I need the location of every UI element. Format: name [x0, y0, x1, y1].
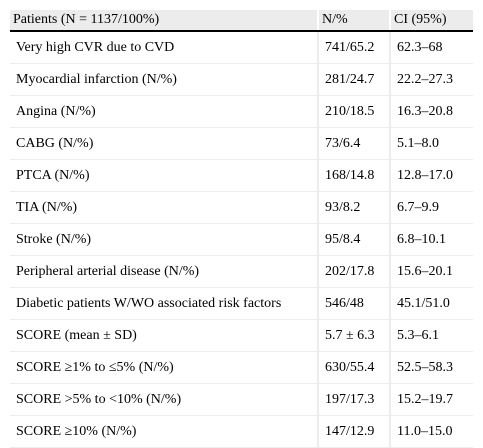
row-ci: 52.5–58.3: [389, 351, 473, 384]
row-n-percent: 630/55.4: [317, 351, 390, 384]
row-ci: 5.3–6.1: [389, 319, 473, 352]
row-ci: 11.0–15.0: [389, 415, 473, 448]
table-row: Peripheral arterial disease (N/%) 202/17…: [10, 255, 473, 288]
row-n-percent: 546/48: [317, 287, 390, 320]
row-label: CABG (N/%): [10, 127, 318, 160]
table-row: SCORE ≥10% (N/%) 147/12.9 11.0–15.0: [10, 415, 473, 448]
row-ci: 15.2–19.7: [389, 383, 473, 416]
row-ci: 12.8–17.0: [389, 159, 473, 192]
row-ci: 6.7–9.9: [389, 191, 473, 224]
table-row: SCORE >5% to <10% (N/%) 197/17.3 15.2–19…: [10, 383, 473, 416]
row-n-percent: 281/24.7: [317, 63, 390, 96]
table-row: TIA (N/%) 93/8.2 6.7–9.9: [10, 191, 473, 224]
row-label: Stroke (N/%): [10, 223, 318, 256]
header-patients: Patients (N = 1137/100%): [10, 10, 318, 32]
table-body: Very high CVR due to CVD 741/65.2 62.3–6…: [10, 31, 473, 448]
row-ci: 15.6–20.1: [389, 255, 473, 288]
table-row: Very high CVR due to CVD 741/65.2 62.3–6…: [10, 31, 473, 64]
header-row: Patients (N = 1137/100%) N/% CI (95%): [10, 10, 473, 32]
row-n-percent: 5.7 ± 6.3: [317, 319, 390, 352]
row-label: Myocardial infarction (N/%): [10, 63, 318, 96]
table-row: Diabetic patients W/WO associated risk f…: [10, 287, 473, 320]
row-label: SCORE ≥10% (N/%): [10, 415, 318, 448]
table-row: CABG (N/%) 73/6.4 5.1–8.0: [10, 127, 473, 160]
row-ci: 16.3–20.8: [389, 95, 473, 128]
row-n-percent: 210/18.5: [317, 95, 390, 128]
header-n-percent: N/%: [317, 10, 390, 32]
header-ci: CI (95%): [389, 10, 473, 32]
table-header: Patients (N = 1137/100%) N/% CI (95%): [10, 10, 473, 32]
row-n-percent: 93/8.2: [317, 191, 390, 224]
row-n-percent: 168/14.8: [317, 159, 390, 192]
row-label: Diabetic patients W/WO associated risk f…: [10, 287, 318, 320]
row-label: Angina (N/%): [10, 95, 318, 128]
row-n-percent: 197/17.3: [317, 383, 390, 416]
row-ci: 45.1/51.0: [389, 287, 473, 320]
row-ci: 6.8–10.1: [389, 223, 473, 256]
row-n-percent: 147/12.9: [317, 415, 390, 448]
data-table-container: Patients (N = 1137/100%) N/% CI (95%) Ve…: [10, 10, 473, 448]
table-row: SCORE ≥1% to ≤5% (N/%) 630/55.4 52.5–58.…: [10, 351, 473, 384]
patients-table: Patients (N = 1137/100%) N/% CI (95%) Ve…: [10, 10, 473, 448]
row-label: SCORE ≥1% to ≤5% (N/%): [10, 351, 318, 384]
row-n-percent: 741/65.2: [317, 31, 390, 64]
row-n-percent: 202/17.8: [317, 255, 390, 288]
row-label: PTCA (N/%): [10, 159, 318, 192]
table-row: SCORE (mean ± SD) 5.7 ± 6.3 5.3–6.1: [10, 319, 473, 352]
row-ci: 5.1–8.0: [389, 127, 473, 160]
row-label: SCORE (mean ± SD): [10, 319, 318, 352]
row-n-percent: 95/8.4: [317, 223, 390, 256]
row-ci: 22.2–27.3: [389, 63, 473, 96]
row-label: TIA (N/%): [10, 191, 318, 224]
table-row: Myocardial infarction (N/%) 281/24.7 22.…: [10, 63, 473, 96]
row-label: Very high CVR due to CVD: [10, 31, 318, 64]
row-ci: 62.3–68: [389, 31, 473, 64]
row-label: SCORE >5% to <10% (N/%): [10, 383, 318, 416]
table-row: Angina (N/%) 210/18.5 16.3–20.8: [10, 95, 473, 128]
table-row: PTCA (N/%) 168/14.8 12.8–17.0: [10, 159, 473, 192]
row-label: Peripheral arterial disease (N/%): [10, 255, 318, 288]
table-row: Stroke (N/%) 95/8.4 6.8–10.1: [10, 223, 473, 256]
row-n-percent: 73/6.4: [317, 127, 390, 160]
